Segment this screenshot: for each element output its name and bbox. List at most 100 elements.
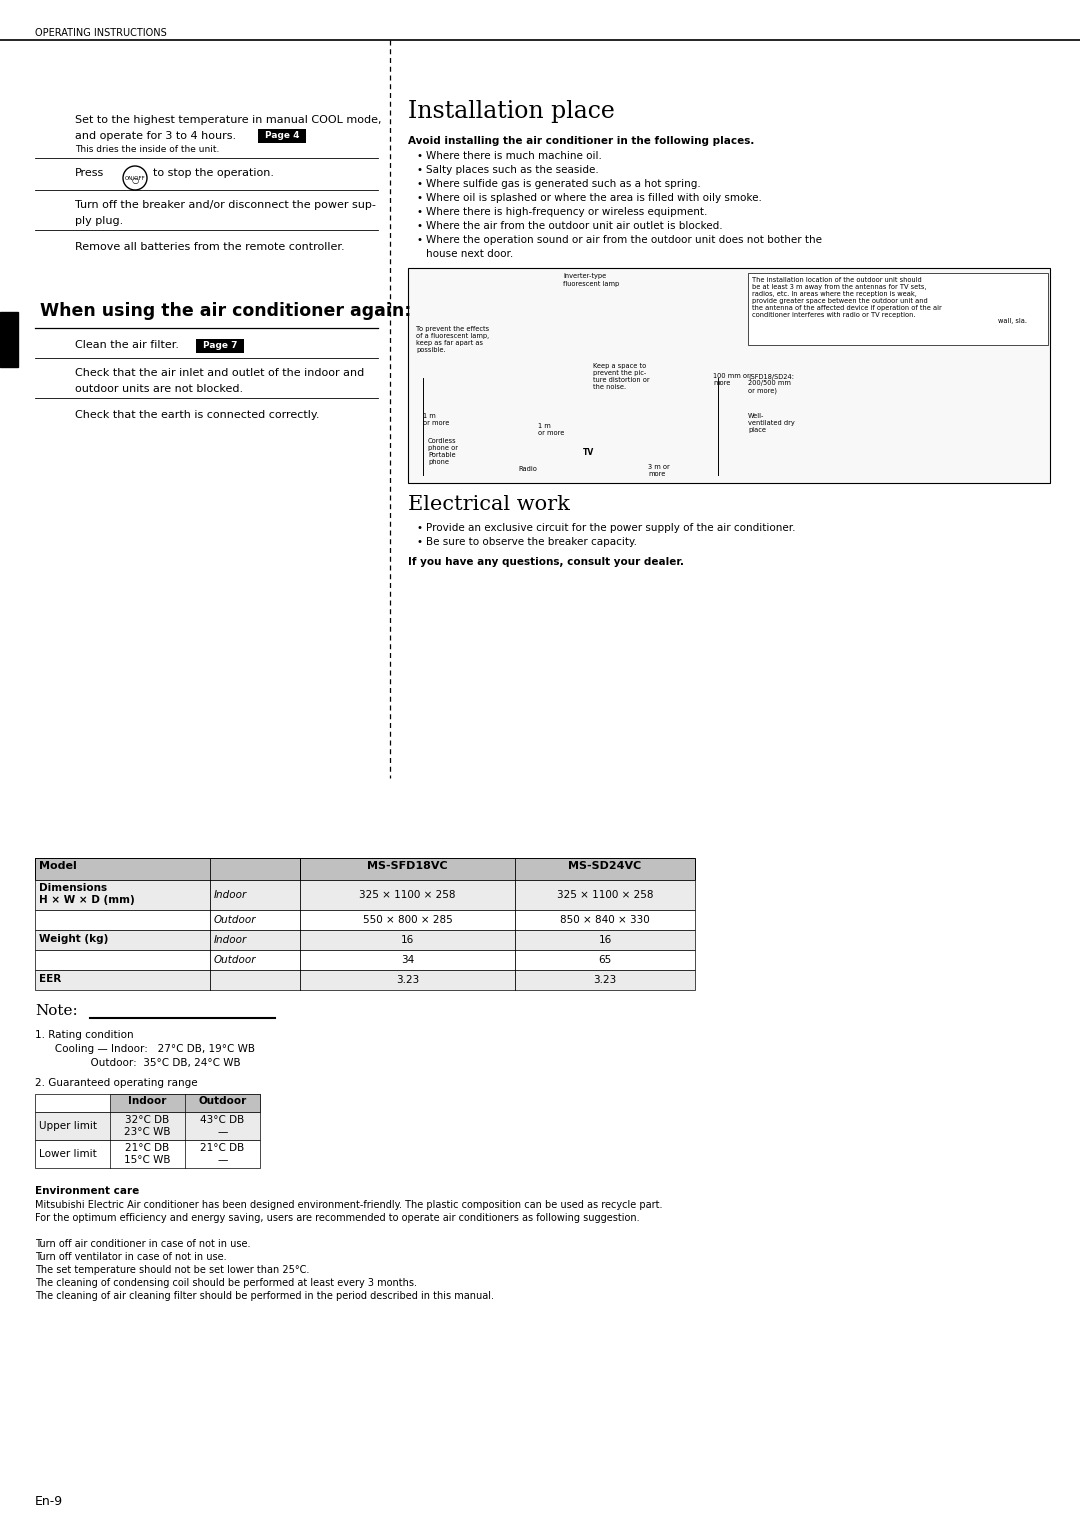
Text: The cleaning of condensing coil should be performed at least every 3 months.: The cleaning of condensing coil should b…: [35, 1277, 417, 1288]
Text: Where sulfide gas is generated such as a hot spring.: Where sulfide gas is generated such as a…: [426, 179, 701, 189]
Text: •: •: [416, 193, 422, 203]
Bar: [35, 1112, 260, 1140]
Text: 100 mm or
more: 100 mm or more: [713, 373, 750, 387]
Text: Turn off the breaker and/or disconnect the power sup-: Turn off the breaker and/or disconnect t…: [75, 200, 376, 209]
Bar: [258, 128, 306, 144]
Text: Where the operation sound or air from the outdoor unit does not bother the: Where the operation sound or air from th…: [426, 235, 822, 244]
Text: 1 m
or more: 1 m or more: [538, 423, 565, 435]
Text: Where oil is splashed or where the area is filled with oily smoke.: Where oil is splashed or where the area …: [426, 193, 761, 203]
Bar: [35, 911, 696, 931]
Text: Model: Model: [39, 860, 77, 871]
Text: Indoor: Indoor: [214, 889, 247, 900]
Text: 325 × 1100 × 258: 325 × 1100 × 258: [360, 889, 456, 900]
Text: fluorescent lamp: fluorescent lamp: [563, 281, 619, 287]
Text: Be sure to observe the breaker capacity.: Be sure to observe the breaker capacity.: [426, 536, 637, 547]
Text: Radio: Radio: [518, 466, 537, 472]
Text: Where the air from the outdoor unit air outlet is blocked.: Where the air from the outdoor unit air …: [426, 222, 723, 231]
Text: Set to the highest temperature in manual COOL mode,: Set to the highest temperature in manual…: [75, 115, 381, 125]
Text: 43°C DB
—: 43°C DB —: [201, 1115, 245, 1137]
Text: TV: TV: [583, 448, 594, 457]
Bar: [35, 880, 696, 911]
Text: Indoor: Indoor: [214, 935, 247, 944]
Text: wall, sla.: wall, sla.: [998, 318, 1027, 324]
Text: 325 × 1100 × 258: 325 × 1100 × 258: [557, 889, 653, 900]
Text: ON/OFF: ON/OFF: [124, 176, 146, 180]
Text: 16: 16: [401, 935, 414, 944]
Text: •: •: [416, 235, 422, 244]
Text: to stop the operation.: to stop the operation.: [153, 168, 274, 177]
Text: Environment care: Environment care: [35, 1186, 139, 1196]
Text: Check that the earth is connected correctly.: Check that the earth is connected correc…: [75, 410, 320, 420]
Text: ply plug.: ply plug.: [75, 215, 123, 226]
Text: (SFD18/SD24:
200/500 mm
or more): (SFD18/SD24: 200/500 mm or more): [748, 373, 794, 394]
Text: Outdoor: Outdoor: [199, 1096, 246, 1106]
Text: MS-SD24VC: MS-SD24VC: [568, 860, 642, 871]
Bar: [35, 859, 696, 880]
Text: Indoor: Indoor: [129, 1096, 166, 1106]
Text: and operate for 3 to 4 hours.: and operate for 3 to 4 hours.: [75, 131, 237, 141]
Text: •: •: [416, 179, 422, 189]
Text: Note:: Note:: [35, 1004, 78, 1018]
Text: The installation location of the outdoor unit should
be at least 3 m away from t: The installation location of the outdoor…: [752, 277, 942, 318]
Text: 21°C DB
15°C WB: 21°C DB 15°C WB: [124, 1143, 171, 1164]
Text: 2. Guaranteed operating range: 2. Guaranteed operating range: [35, 1077, 198, 1088]
Text: If you have any questions, consult your dealer.: If you have any questions, consult your …: [408, 558, 684, 567]
Text: Outdoor:  35°C DB, 24°C WB: Outdoor: 35°C DB, 24°C WB: [45, 1057, 241, 1068]
Text: 16: 16: [598, 935, 611, 944]
Text: 550 × 800 × 285: 550 × 800 × 285: [363, 915, 453, 924]
Text: Press: Press: [75, 168, 105, 177]
Text: 32°C DB
23°C WB: 32°C DB 23°C WB: [124, 1115, 171, 1137]
Bar: [35, 1094, 260, 1112]
Text: 65: 65: [598, 955, 611, 966]
Text: Mitsubishi Electric Air conditioner has been designed environment-friendly. The : Mitsubishi Electric Air conditioner has …: [35, 1199, 662, 1210]
Text: Weight (kg): Weight (kg): [39, 934, 108, 944]
Text: 850 × 840 × 330: 850 × 840 × 330: [561, 915, 650, 924]
Text: Clean the air filter.: Clean the air filter.: [75, 341, 179, 350]
Text: EER: EER: [39, 973, 62, 984]
Text: 3 m or
more: 3 m or more: [648, 465, 670, 477]
Text: •: •: [416, 206, 422, 217]
Bar: [0, 312, 18, 367]
Text: To prevent the effects
of a fluorescent lamp,
keep as far apart as
possible.: To prevent the effects of a fluorescent …: [416, 325, 489, 353]
Text: 1 m
or more: 1 m or more: [423, 413, 449, 426]
Bar: [35, 859, 300, 880]
Bar: [110, 1094, 260, 1112]
Text: Installation place: Installation place: [408, 99, 615, 122]
Text: Avoid installing the air conditioner in the following places.: Avoid installing the air conditioner in …: [408, 136, 754, 147]
Text: Dimensions
H × W × D (mm): Dimensions H × W × D (mm): [39, 883, 135, 905]
Text: Turn off air conditioner in case of not in use.: Turn off air conditioner in case of not …: [35, 1239, 251, 1248]
Text: •: •: [416, 536, 422, 547]
Text: MS-SFD18VC: MS-SFD18VC: [367, 860, 448, 871]
Text: house next door.: house next door.: [426, 249, 513, 260]
Text: Inverter-type: Inverter-type: [563, 274, 606, 280]
Text: Outdoor: Outdoor: [214, 915, 257, 924]
Text: Electrical work: Electrical work: [408, 495, 570, 513]
Text: For the optimum efficiency and energy saving, users are recommended to operate a: For the optimum efficiency and energy sa…: [35, 1213, 639, 1222]
Bar: [748, 274, 1048, 345]
Text: This dries the inside of the unit.: This dries the inside of the unit.: [75, 145, 219, 154]
Text: 21°C DB
—: 21°C DB —: [201, 1143, 245, 1164]
Text: Where there is high-frequency or wireless equipment.: Where there is high-frequency or wireles…: [426, 206, 707, 217]
Text: Turn off ventilator in case of not in use.: Turn off ventilator in case of not in us…: [35, 1251, 227, 1262]
Text: 3.23: 3.23: [593, 975, 617, 986]
Text: When using the air conditioner again:: When using the air conditioner again:: [40, 303, 411, 319]
Text: OPERATING INSTRUCTIONS: OPERATING INSTRUCTIONS: [35, 28, 166, 38]
Text: Keep a space to
prevent the pic-
ture distortion or
the noise.: Keep a space to prevent the pic- ture di…: [593, 364, 650, 390]
Text: Cordless
phone or
Portable
phone: Cordless phone or Portable phone: [428, 439, 458, 465]
Text: The set temperature should not be set lower than 25°C.: The set temperature should not be set lo…: [35, 1265, 309, 1274]
Text: 3.23: 3.23: [396, 975, 419, 986]
Text: Upper limit: Upper limit: [39, 1122, 97, 1131]
Text: •: •: [416, 222, 422, 231]
Bar: [195, 339, 244, 353]
Text: Salty places such as the seaside.: Salty places such as the seaside.: [426, 165, 598, 176]
Text: Page 4: Page 4: [265, 131, 299, 141]
Bar: [408, 267, 1050, 483]
Text: •: •: [416, 165, 422, 176]
Text: Well-
ventilated dry
place: Well- ventilated dry place: [748, 413, 795, 432]
Text: outdoor units are not blocked.: outdoor units are not blocked.: [75, 384, 243, 394]
Text: Remove all batteries from the remote controller.: Remove all batteries from the remote con…: [75, 241, 345, 252]
Text: Cooling — Indoor:   27°C DB, 19°C WB: Cooling — Indoor: 27°C DB, 19°C WB: [45, 1044, 255, 1054]
Bar: [35, 1140, 260, 1167]
Text: En-9: En-9: [35, 1494, 63, 1508]
Bar: [35, 970, 696, 990]
